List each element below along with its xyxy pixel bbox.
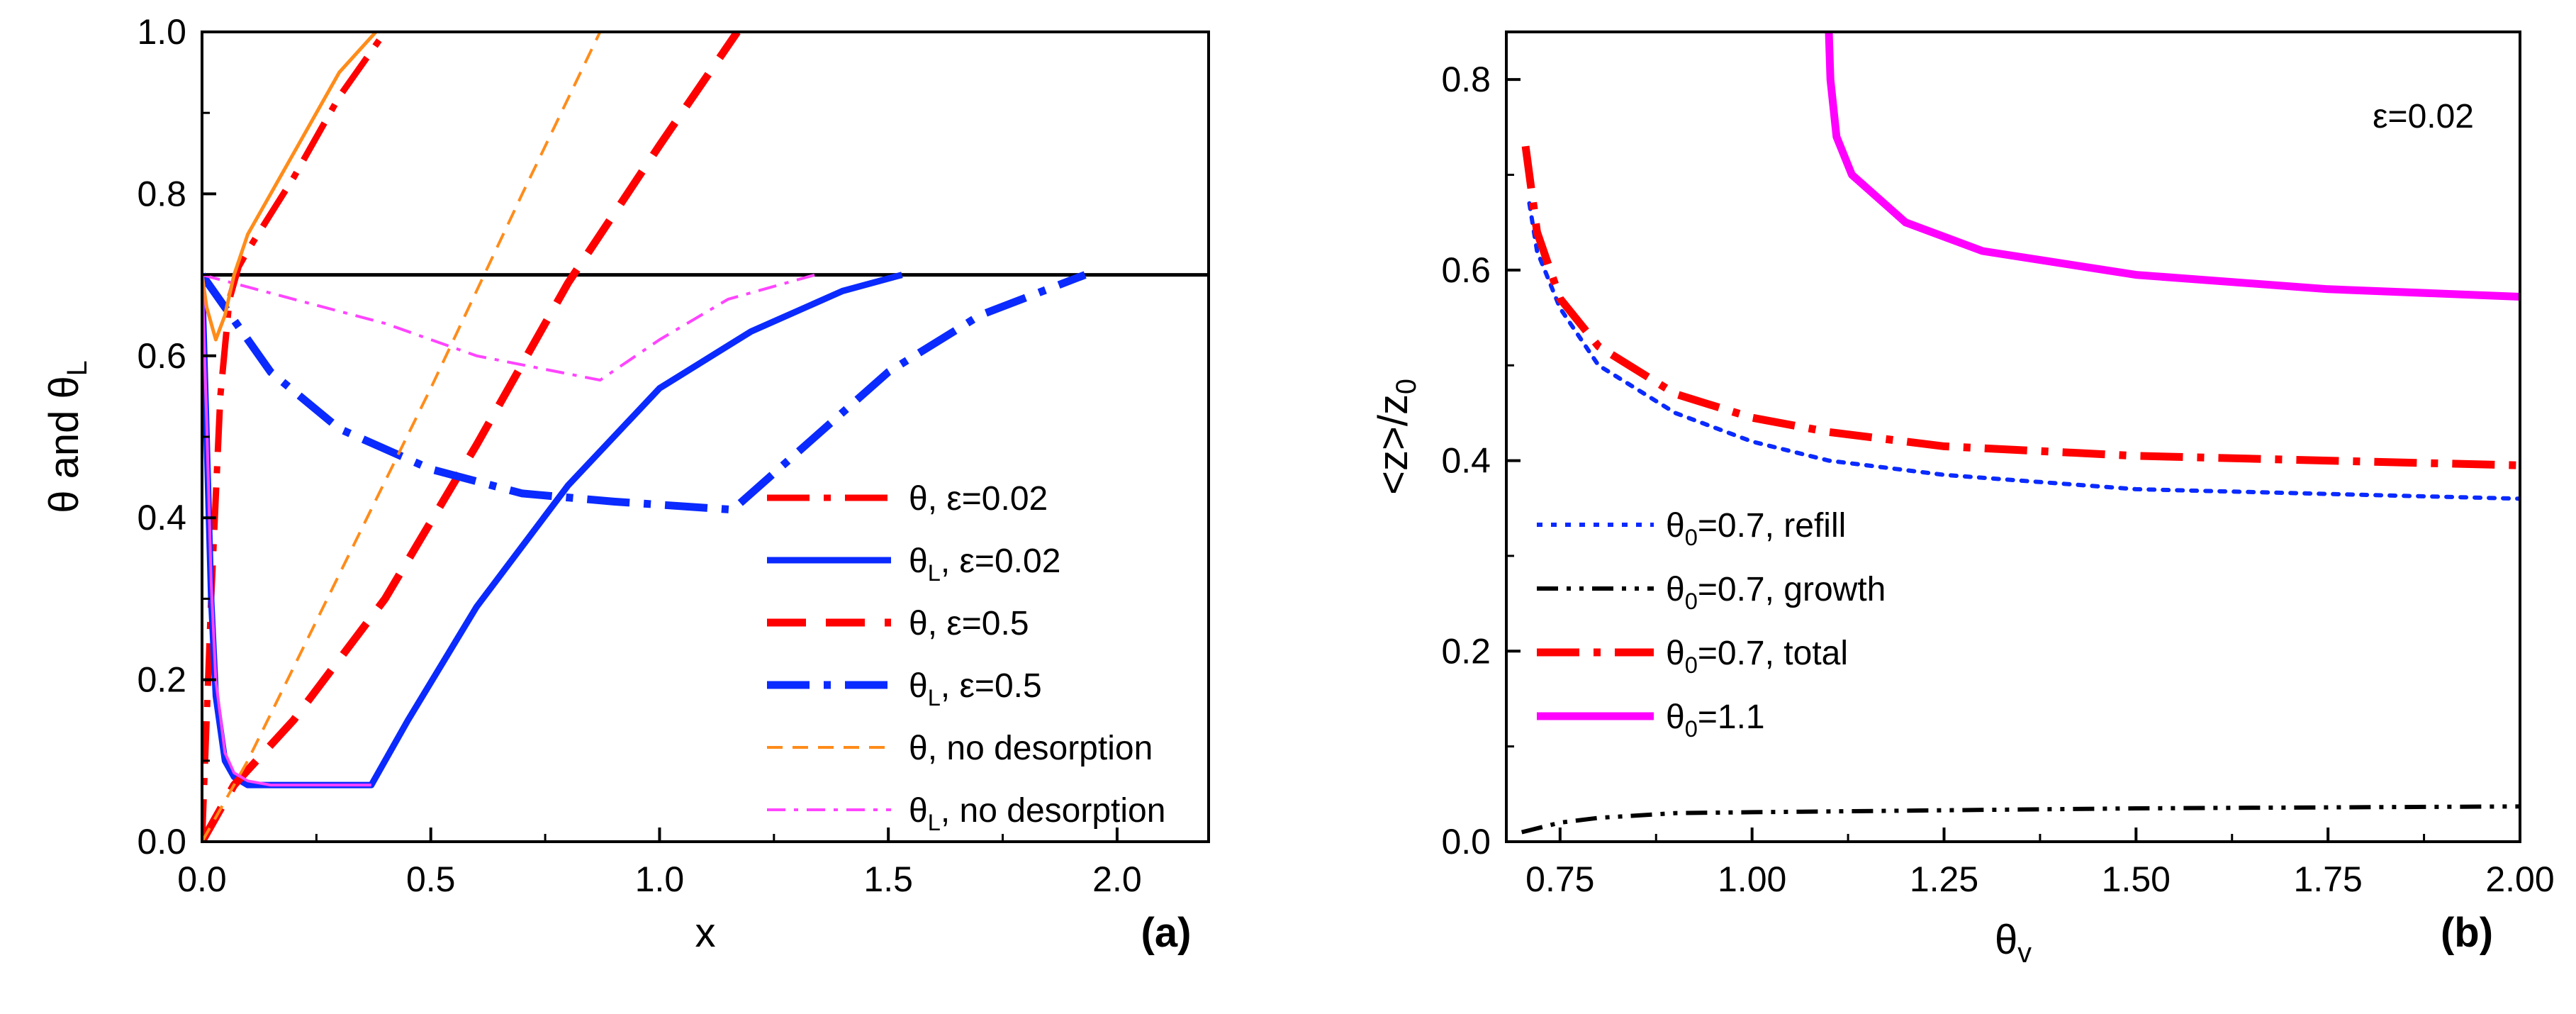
series-line-3 — [1825, 32, 2520, 301]
y-axis-title: θ and θL — [41, 360, 93, 513]
series-line-6 — [202, 32, 378, 342]
panel-label: (a) — [1141, 910, 1192, 956]
x-tick-label: 1.0 — [635, 859, 685, 899]
y-tick-label: 0.4 — [1441, 441, 1491, 481]
annotation: ε=0.02 — [2373, 98, 2474, 135]
series-line-0 — [1527, 201, 2520, 501]
series-line-2 — [202, 32, 741, 842]
y-tick-label: 0.2 — [1441, 631, 1491, 671]
y-tick-label: 0.0 — [137, 822, 186, 862]
series-line-3 — [202, 271, 1087, 514]
x-tick-label: 0.5 — [406, 859, 456, 899]
x-tick-label: 2.0 — [1092, 859, 1142, 899]
y-tick-label: 0.6 — [137, 336, 186, 376]
y-tick-label: 0.8 — [137, 174, 186, 213]
legend-label: θ, no desorption — [909, 730, 1153, 767]
x-tick-label: 0.0 — [177, 859, 227, 899]
x-tick-label: 0.75 — [1525, 859, 1594, 899]
series-line-1 — [202, 272, 903, 789]
legend-label: θ, ε=0.02 — [909, 480, 1048, 518]
x-tick-label: 1.00 — [1718, 859, 1786, 899]
panel-a: 0.0 0.5 1.0 1.5 2.00.00.20.40.60.81.0xθ and … — [41, 12, 1210, 956]
legend-label: θ0=0.7, refill — [1666, 507, 1846, 550]
panel-label: (b) — [2441, 910, 2493, 956]
legend-label: θL, no desorption — [909, 792, 1165, 835]
legend-label: θ0=0.7, growth — [1666, 571, 1886, 614]
x-tick-label: 1.75 — [2294, 859, 2363, 899]
x-tick-label: 1.25 — [1910, 859, 1978, 899]
series-line-5 — [202, 273, 816, 382]
plot-frame — [201, 30, 1210, 843]
legend-label: θ0=0.7, total — [1666, 635, 1848, 678]
series-line-1 — [1521, 804, 2520, 835]
legend-label: θ0=1.1 — [1666, 698, 1765, 742]
y-tick-label: 0.4 — [137, 498, 186, 537]
series-line-2 — [1521, 145, 2520, 469]
series-line-7 — [202, 274, 371, 787]
y-tick-label: 0.8 — [1441, 60, 1491, 99]
legend-label: θL, ε=0.02 — [909, 542, 1060, 586]
y-tick-label: 0.6 — [1441, 250, 1491, 290]
x-axis-title: x — [695, 910, 716, 956]
y-tick-label: 0.0 — [1441, 822, 1491, 862]
y-tick-label: 1.0 — [137, 12, 186, 52]
x-tick-label: 2.00 — [2485, 859, 2554, 899]
y-tick-label: 0.2 — [137, 660, 186, 700]
y-axis-title: <z>/z0 — [1370, 379, 1422, 495]
panel-b: 0.75 1.00 1.25 1.50 1.75 2.00 0.0 0.2 0.4 0.6 0.8 θ… — [1370, 30, 2555, 969]
x-axis-title: θv — [1995, 917, 2032, 969]
x-tick-label: 1.50 — [2102, 859, 2171, 899]
plot-frame — [1505, 30, 2521, 843]
series-line-4 — [202, 32, 602, 842]
legend-label: θL, ε=0.5 — [909, 667, 1042, 711]
x-tick-label: 1.5 — [863, 859, 913, 899]
legend-label: θ, ε=0.5 — [909, 605, 1029, 642]
